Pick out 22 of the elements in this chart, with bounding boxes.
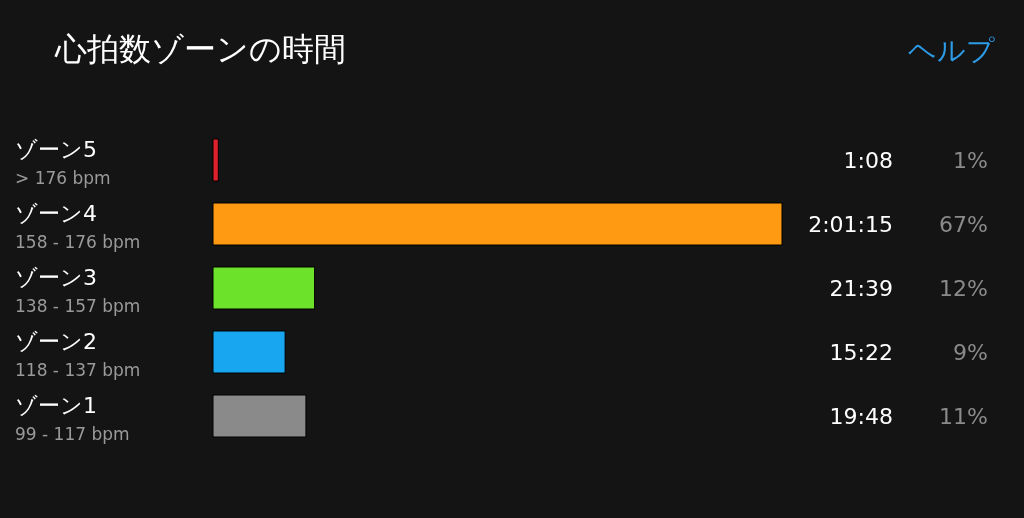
y-tick-label: ゾーン4 158 - 176 bpm [15, 201, 141, 252]
bar [212, 330, 286, 374]
data-label: 2:01:15 [808, 212, 893, 237]
y-tick-label: ゾーン5 > 176 bpm [15, 137, 111, 188]
text: 9% [953, 340, 988, 365]
y-tick-label: ゾーン2 118 - 137 bpm [15, 329, 141, 380]
text: ヘルプ [908, 34, 995, 67]
bar [212, 266, 316, 310]
y-tick-label: ゾーン3 138 - 157 bpm [15, 265, 141, 316]
text: 11% [939, 404, 988, 429]
y-tick-label: ゾーン1 99 - 117 bpm [15, 393, 130, 444]
bar [212, 202, 783, 246]
text: 1% [953, 148, 988, 173]
chart-title: 心拍数ゾーンの時間 [54, 30, 346, 68]
data-label: 1:08 [843, 148, 893, 173]
text: 12% [939, 276, 988, 301]
data-label: 15:22 [829, 340, 893, 365]
bar [212, 394, 307, 438]
bar [212, 138, 219, 182]
data-label: 19:48 [829, 404, 893, 429]
text: 67% [939, 212, 988, 237]
data-label: 21:39 [829, 276, 893, 301]
